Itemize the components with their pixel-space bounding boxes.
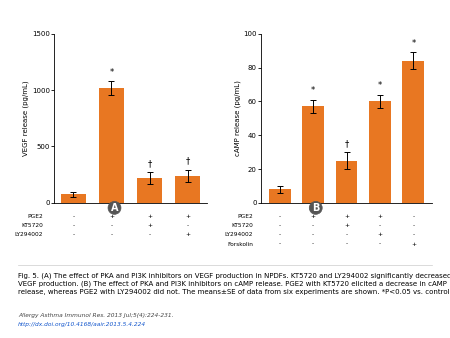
Text: -: - [346,242,347,247]
Text: *: * [378,81,382,91]
Text: +: + [310,214,315,219]
Text: Forskolin: Forskolin [227,242,253,247]
Text: PGE2: PGE2 [27,214,43,219]
Text: +: + [109,214,114,219]
Text: -: - [379,223,381,228]
Text: KT5720: KT5720 [231,223,253,228]
Text: +: + [411,242,416,247]
Text: B: B [312,203,320,213]
Y-axis label: cAMP release (pg/mL): cAMP release (pg/mL) [234,80,241,156]
Text: KT5720: KT5720 [21,223,43,228]
Text: LY294002: LY294002 [225,233,253,237]
Bar [269,189,291,203]
Text: LY294002: LY294002 [14,233,43,237]
Text: A: A [111,203,118,213]
Text: -: - [379,242,381,247]
Text: -: - [312,223,314,228]
Text: +: + [147,223,152,228]
Text: -: - [279,223,281,228]
Text: -: - [412,223,414,228]
Text: PGE2: PGE2 [237,214,253,219]
Text: †: † [148,159,152,168]
Text: +: + [378,214,382,219]
Bar [336,161,357,203]
Text: *: * [311,87,315,96]
Text: *: * [411,39,415,48]
Text: *: * [109,68,113,77]
Text: -: - [279,214,281,219]
Text: Fig. 5. (A) The effect of PKA and PI3K inhibitors on VEGF production in NPDFs. K: Fig. 5. (A) The effect of PKA and PI3K i… [18,272,450,295]
Text: -: - [412,233,414,237]
Text: †: † [344,139,349,148]
Bar [176,176,200,203]
Text: -: - [110,223,112,228]
Text: +: + [185,233,190,237]
Y-axis label: VEGF release (pg/mL): VEGF release (pg/mL) [22,80,29,156]
Text: -: - [279,233,281,237]
Bar [369,101,391,203]
Text: -: - [346,233,347,237]
Text: -: - [312,233,314,237]
Text: -: - [412,214,414,219]
Text: +: + [378,233,382,237]
Text: -: - [187,223,189,228]
Bar [99,88,124,203]
Text: -: - [72,233,74,237]
Bar [402,61,424,203]
Bar [61,194,86,203]
Text: -: - [110,233,112,237]
Text: -: - [72,214,74,219]
Text: +: + [344,214,349,219]
Text: +: + [185,214,190,219]
Text: Allergy Asthma Immunol Res. 2013 Jul;5(4):224-231.: Allergy Asthma Immunol Res. 2013 Jul;5(4… [18,313,174,318]
Text: +: + [147,214,152,219]
Text: †: † [185,156,190,165]
Text: -: - [312,242,314,247]
Bar [137,178,162,203]
Bar [302,106,324,203]
Text: +: + [344,223,349,228]
Text: http://dx.doi.org/10.4168/aair.2013.5.4.224: http://dx.doi.org/10.4168/aair.2013.5.4.… [18,322,146,327]
Text: -: - [72,223,74,228]
Text: -: - [279,242,281,247]
Text: -: - [148,233,151,237]
